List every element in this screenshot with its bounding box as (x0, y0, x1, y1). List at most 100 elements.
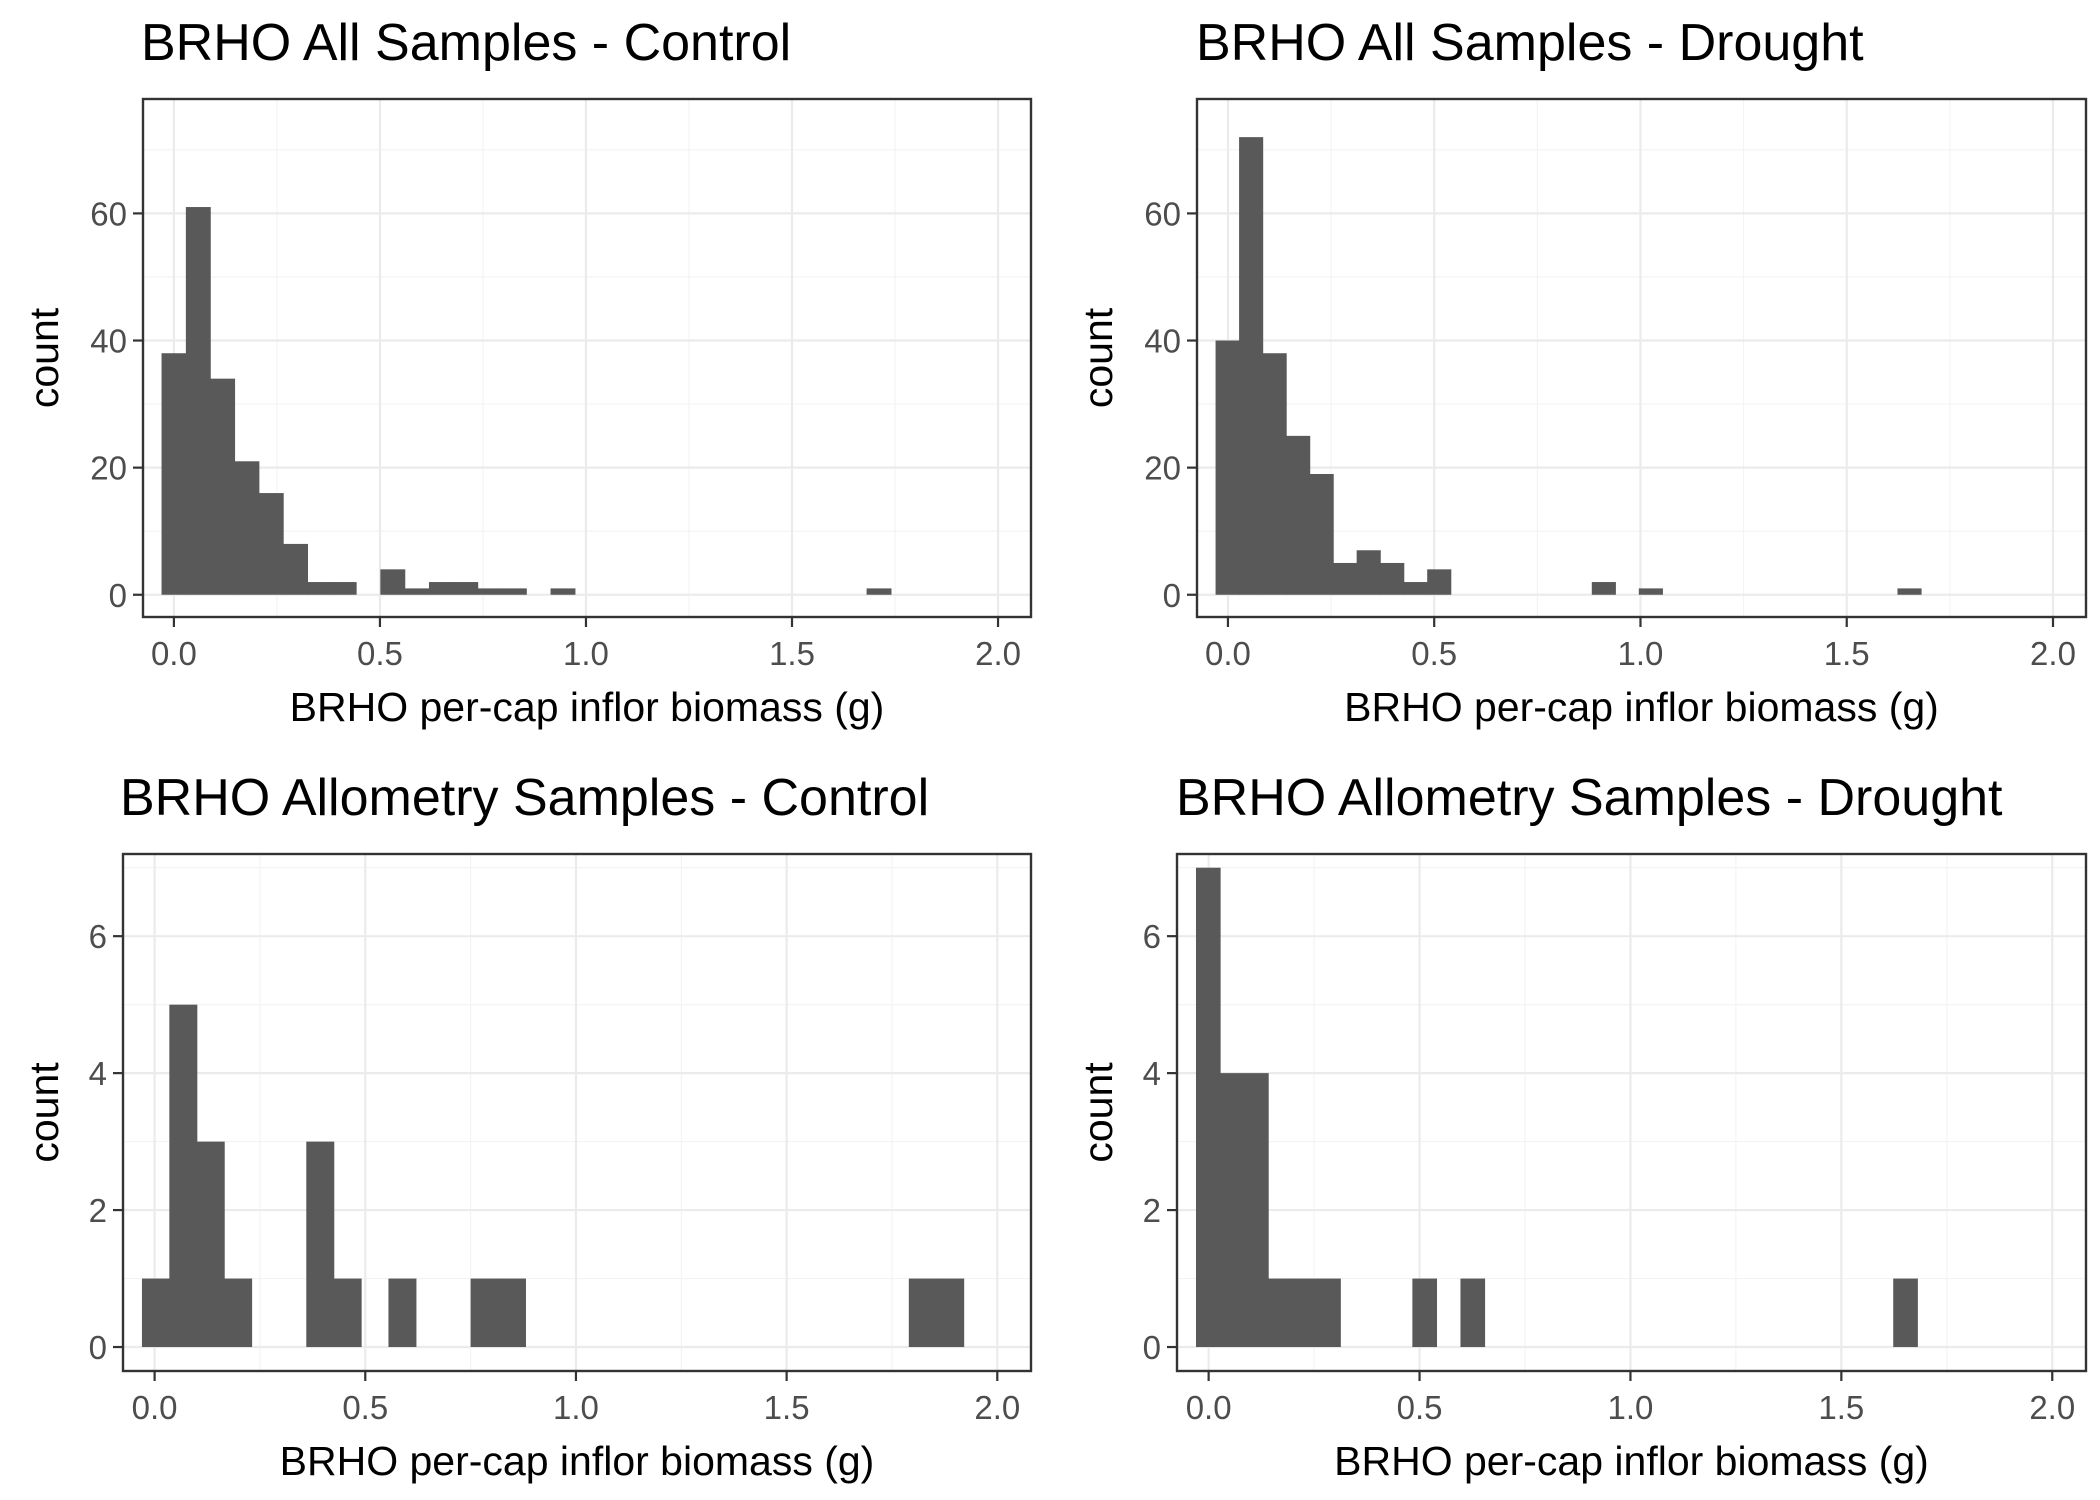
y-tick-label: 2 (89, 1192, 107, 1229)
histogram-bar (1268, 1278, 1293, 1348)
histogram-bar (306, 1141, 335, 1348)
histogram-bar (185, 207, 211, 595)
x-tick-label: 0.0 (151, 635, 197, 672)
x-tick-label: 1.0 (553, 1389, 599, 1426)
x-axis-title: BRHO per-cap inflor biomass (g) (1344, 684, 1939, 730)
panel-allometry-drought: 0.0 0.5 1.0 1.5 2.0 0 2 4 6 BRHO Allometry Sample… (1075, 769, 2088, 1484)
histogram-bar (453, 582, 479, 595)
histogram-bar (1244, 1073, 1269, 1348)
histogram-bar (1316, 1278, 1341, 1348)
x-tick-label: 1.0 (563, 635, 609, 672)
x-tick-label: 1.5 (1818, 1389, 1864, 1426)
y-tick-label: 20 (1144, 450, 1181, 487)
x-tick-label: 0.5 (1397, 1389, 1443, 1426)
histogram-bar (283, 543, 309, 595)
histogram-bar (936, 1278, 965, 1348)
y-tick-label: 6 (1143, 918, 1161, 955)
histogram-bar (161, 353, 187, 595)
histogram-bar (497, 1278, 526, 1348)
histogram-bar (501, 588, 527, 595)
panel-all-control: 0.0 0.5 1.0 1.5 2.0 0 20 40 60 BRHO All Samples -… (21, 14, 1033, 730)
histogram-bar (1427, 569, 1452, 595)
histogram-bar (1220, 1073, 1245, 1348)
histogram-bar (1286, 435, 1311, 595)
histogram-bar (477, 588, 503, 595)
y-axis-title: count (21, 307, 67, 408)
histogram-bar (866, 588, 892, 595)
x-axis-title: BRHO per-cap inflor biomass (g) (1334, 1438, 1929, 1484)
histogram-bar (1333, 562, 1358, 595)
histogram-bar (1215, 340, 1240, 595)
histogram-bar (908, 1278, 937, 1348)
y-tick-label: 4 (89, 1055, 107, 1092)
x-tick-label: 0.5 (342, 1389, 388, 1426)
histogram-bar (1356, 550, 1381, 595)
x-tick-label: 1.5 (1824, 635, 1870, 672)
histogram-bar (331, 582, 357, 595)
histogram-bar (258, 493, 284, 595)
histogram-bar (1403, 582, 1428, 595)
x-tick-label: 1.0 (1618, 635, 1664, 672)
x-tick-label: 2.0 (975, 635, 1021, 672)
histogram-bar (428, 582, 454, 595)
y-axis-title: count (21, 1062, 67, 1163)
histogram-bar (169, 1004, 198, 1348)
y-tick-label: 4 (1143, 1055, 1161, 1092)
histogram-bar (1239, 137, 1264, 595)
histogram-bar (196, 1141, 225, 1348)
panel-title: BRHO Allometry Samples - Control (120, 769, 929, 827)
x-axis-title: BRHO per-cap inflor biomass (g) (290, 684, 885, 730)
histogram-bar (1412, 1278, 1438, 1348)
y-tick-label: 0 (1143, 1329, 1161, 1366)
histogram-bar (1638, 588, 1663, 595)
x-tick-label: 0.0 (132, 1389, 178, 1426)
histogram-bar (550, 588, 576, 595)
histogram-bar (307, 582, 333, 595)
histogram-bar (1309, 473, 1334, 595)
histogram-bar (404, 588, 430, 595)
x-tick-label: 2.0 (2029, 1389, 2075, 1426)
histogram-bar (1292, 1278, 1317, 1348)
x-tick-label: 0.0 (1205, 635, 1251, 672)
x-tick-label: 2.0 (2030, 635, 2076, 672)
x-tick-label: 1.5 (769, 635, 815, 672)
y-tick-label: 2 (1143, 1192, 1161, 1229)
panel-title: BRHO All Samples - Control (141, 14, 791, 72)
x-tick-label: 1.5 (764, 1389, 810, 1426)
panel-title: BRHO Allometry Samples - Drought (1176, 769, 2003, 827)
y-tick-label: 6 (89, 918, 107, 955)
histogram-bar (141, 1278, 170, 1348)
panel-allometry-control: 0.0 0.5 1.0 1.5 2.0 0 2 4 6 BRHO Allometry Sample… (21, 769, 1033, 1484)
histogram-bar (1591, 582, 1616, 595)
histogram-bar (224, 1278, 253, 1348)
x-axis-title: BRHO per-cap inflor biomass (g) (280, 1438, 875, 1484)
histogram-bar (1262, 353, 1287, 595)
histogram-bar (380, 569, 406, 595)
y-tick-label: 0 (109, 577, 127, 614)
y-tick-label: 60 (1144, 195, 1181, 232)
y-tick-label: 40 (1144, 323, 1181, 360)
y-tick-label: 0 (89, 1329, 107, 1366)
x-tick-label: 0.5 (357, 635, 403, 672)
histogram-bar (1460, 1278, 1486, 1348)
histogram-bar (333, 1278, 362, 1348)
y-axis-title: count (1075, 1062, 1121, 1163)
histogram-bar (1897, 588, 1922, 595)
x-tick-label: 0.5 (1411, 635, 1457, 672)
y-tick-label: 20 (90, 450, 127, 487)
x-tick-label: 2.0 (974, 1389, 1020, 1426)
y-tick-label: 60 (90, 195, 127, 232)
histogram-bar (470, 1278, 499, 1348)
x-tick-label: 0.0 (1186, 1389, 1232, 1426)
histogram-bar (1893, 1278, 1918, 1348)
histogram-bar (210, 378, 236, 595)
panel-title: BRHO All Samples - Drought (1196, 14, 1864, 72)
panel-all-drought: 0.0 0.5 1.0 1.5 2.0 0 20 40 60 BRHO All Samples -… (1075, 14, 2088, 730)
y-axis-title: count (1075, 307, 1121, 408)
histogram-bar (1195, 867, 1221, 1348)
histogram-bar (1380, 562, 1405, 595)
x-tick-label: 1.0 (1608, 1389, 1654, 1426)
y-tick-label: 40 (90, 323, 127, 360)
histogram-bar (388, 1278, 417, 1348)
